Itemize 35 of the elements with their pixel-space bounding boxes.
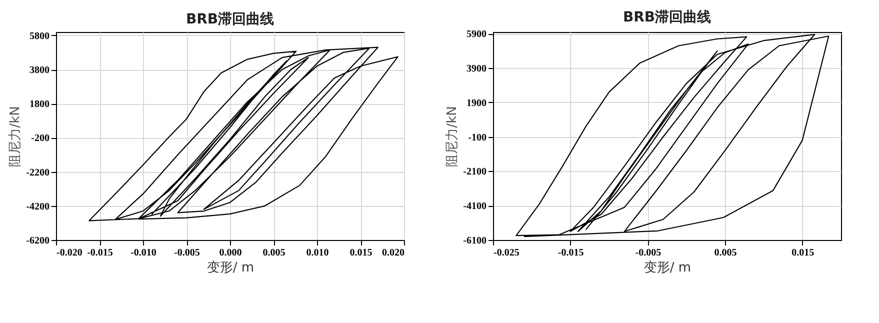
- y-tick-label: 1800: [30, 99, 50, 110]
- x-tick-label: 0.005: [262, 248, 286, 258]
- x-axis-title: 变形/ m: [644, 260, 692, 276]
- line-series: [88, 46, 398, 222]
- y-tick-label: 5900: [466, 29, 486, 40]
- x-tick-label: 0.015: [350, 248, 372, 258]
- x-tick-label: -0.015: [558, 248, 584, 258]
- y-tick-label: -4200: [26, 201, 50, 212]
- chart-title: BRB滞回曲线: [186, 11, 274, 28]
- y-axis-title: 阻尼力/kN: [445, 106, 460, 167]
- x-axis-title: 变形/ m: [206, 260, 254, 276]
- y-tick-label: 3900: [466, 64, 486, 75]
- x-tick-label: -0.015: [87, 248, 113, 258]
- x-tick-label: 0.015: [792, 248, 814, 258]
- y-tick-label: -100: [468, 132, 486, 144]
- x-tick-label: 0.005: [714, 248, 737, 258]
- y-tick-label: -6200: [26, 236, 50, 246]
- y-tick-label: 5800: [30, 30, 50, 42]
- y-tick-label: -2200: [26, 167, 50, 178]
- x-tick-label: 0.020: [382, 248, 404, 258]
- y-tick-label: -4100: [463, 201, 486, 212]
- x-tick-label: -0.025: [494, 248, 520, 258]
- x-tick-label: 0.010: [306, 248, 329, 258]
- y-tick-label: 3800: [30, 65, 50, 76]
- x-tick-label: -0.005: [174, 248, 200, 258]
- x-tick-label: 0.000: [219, 248, 242, 258]
- y-tick-label: -2100: [463, 166, 486, 178]
- y-tick-label: -6100: [463, 236, 486, 246]
- x-tick-label: -0.010: [130, 248, 156, 258]
- y-tick-label: -200: [31, 133, 50, 144]
- y-axis-title: 阻尼力/kN: [8, 106, 24, 167]
- x-tick-label: -0.005: [635, 248, 662, 258]
- chart-title: BRB滞回曲线: [622, 10, 712, 26]
- x-tick-label: -0.020: [56, 248, 82, 258]
- y-tick-label: 1900: [466, 98, 486, 109]
